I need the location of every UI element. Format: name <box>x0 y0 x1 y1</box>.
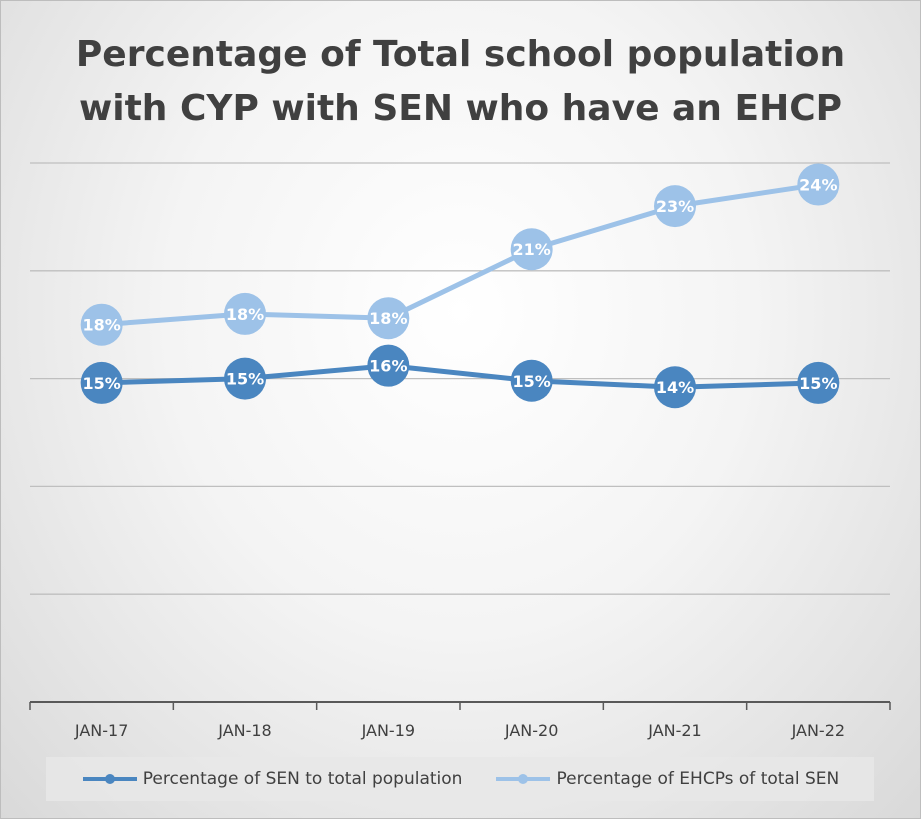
data-point-1 <box>510 359 553 402</box>
data-point-1 <box>224 357 266 400</box>
x-tick-label: JAN-21 <box>647 721 701 740</box>
x-tick-label: JAN-19 <box>361 721 415 740</box>
chart-title-line-2: with CYP with SEN who have an EHCP <box>79 88 842 129</box>
data-point-2 <box>510 228 553 271</box>
series-line-2 <box>99 182 821 328</box>
data-label-2: 24% <box>799 176 837 195</box>
data-label-1: 14% <box>656 378 694 397</box>
legend-item-ehcp: Percentage of EHCPs of total SEN <box>494 769 839 789</box>
legend-swatch-ehcp-icon <box>496 774 551 784</box>
legend-label-sen: Percentage of SEN to total population <box>142 769 463 789</box>
data-label-1: 16% <box>369 357 407 376</box>
data-label-2: 23% <box>656 197 694 216</box>
data-point-2 <box>224 292 266 335</box>
chart-title-line-1: Percentage of Total school population <box>75 34 846 75</box>
data-label-1: 15% <box>799 374 837 393</box>
data-point-2 <box>797 163 840 206</box>
x-tick-label: JAN-18 <box>217 721 271 740</box>
data-point-2 <box>80 303 123 346</box>
x-tick-label: JAN-17 <box>74 721 128 740</box>
data-label-2: 18% <box>226 305 264 324</box>
chart-title: Percentage of Total school population wi… <box>0 28 921 136</box>
data-label-2: 18% <box>369 309 407 328</box>
data-label-2: 18% <box>83 316 121 335</box>
data-label-1: 15% <box>226 370 264 389</box>
series-line-1 <box>99 363 821 390</box>
data-label-1: 15% <box>83 374 121 393</box>
data-point-2 <box>654 185 696 228</box>
data-point-1 <box>367 344 410 387</box>
x-tick-label: JAN-20 <box>504 721 558 740</box>
data-label-1: 15% <box>513 372 551 391</box>
legend-swatch-sen-icon <box>82 774 137 784</box>
data-point-2 <box>367 297 410 340</box>
data-point-1 <box>80 361 123 404</box>
data-point-1 <box>654 366 696 409</box>
legend: Percentage of SEN to total population Pe… <box>46 757 874 801</box>
legend-label-ehcp: Percentage of EHCPs of total SEN <box>556 769 840 789</box>
x-tick-label: JAN-22 <box>791 721 845 740</box>
data-label-2: 21% <box>513 240 551 259</box>
legend-item-sen: Percentage of SEN to total population <box>81 769 463 789</box>
data-point-1 <box>797 361 840 404</box>
